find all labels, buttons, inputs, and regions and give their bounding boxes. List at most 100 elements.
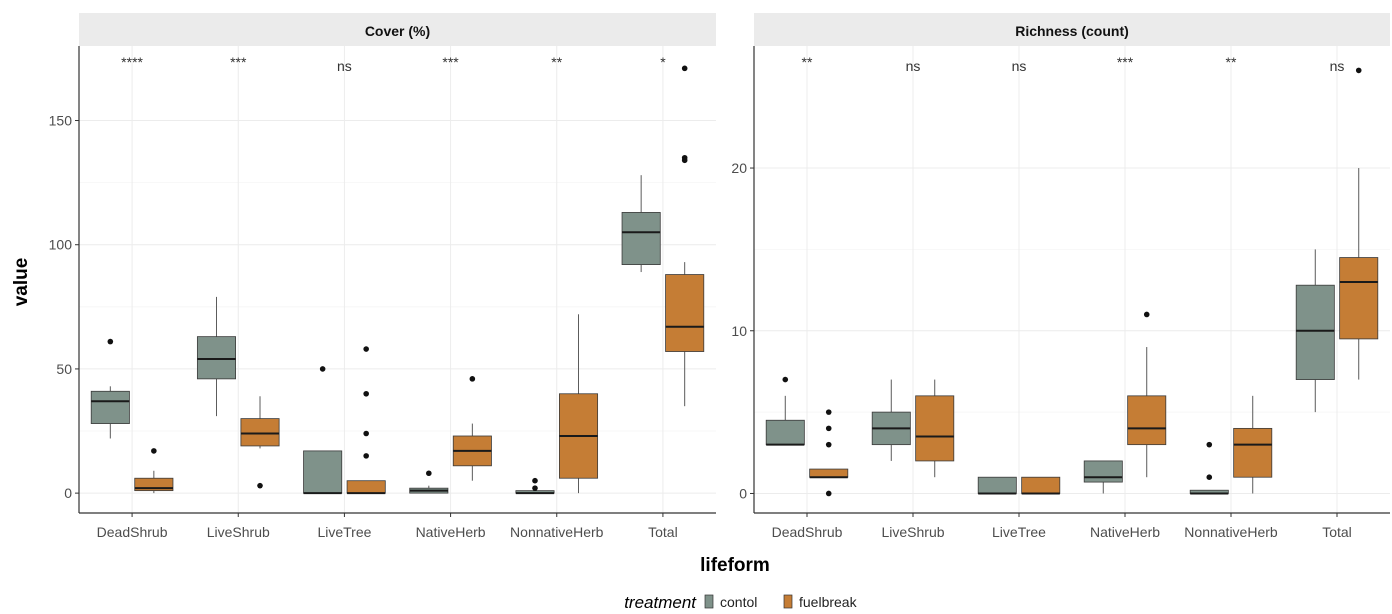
significance-label: **** bbox=[121, 54, 143, 70]
outlier-point bbox=[319, 366, 326, 372]
box-body bbox=[346, 480, 386, 494]
x-tick-label: NonnativeHerb bbox=[510, 524, 604, 540]
box-fuelbreak-LiveShrub bbox=[915, 379, 955, 478]
outlier-point bbox=[257, 482, 263, 489]
box-contol-NativeHerb bbox=[409, 470, 449, 494]
box-body bbox=[1295, 284, 1335, 380]
legend-label-contol: contol bbox=[720, 594, 757, 610]
significance-label: ** bbox=[1226, 54, 1237, 70]
legend: treatment contol fuelbreak bbox=[624, 593, 857, 612]
panel-strip bbox=[79, 13, 716, 46]
box-body bbox=[240, 418, 280, 447]
x-tick-label: NativeHerb bbox=[1090, 524, 1160, 540]
box-contol-DeadShrub bbox=[765, 376, 805, 446]
outlier-point bbox=[107, 338, 114, 345]
box-fuelbreak-Total bbox=[1339, 67, 1379, 380]
box-body bbox=[1233, 427, 1273, 478]
outlier-point bbox=[532, 477, 538, 484]
outlier-point bbox=[681, 157, 688, 164]
outlier-point bbox=[782, 376, 789, 383]
box-fuelbreak-DeadShrub bbox=[134, 448, 174, 494]
y-tick-label: 0 bbox=[739, 485, 747, 501]
box-body bbox=[765, 419, 805, 446]
panel-2: Richness (count) 0 10 20 DeadShrub LiveShrub L… bbox=[731, 13, 1390, 540]
significance-label: * bbox=[660, 54, 666, 70]
box-fuelbreak-NonnativeHerb bbox=[559, 314, 599, 494]
significance-label: ns bbox=[906, 58, 921, 74]
x-tick-label: LiveShrub bbox=[207, 524, 270, 540]
x-tick-label: NonnativeHerb bbox=[1184, 524, 1278, 540]
box-fuelbreak-LiveShrub bbox=[240, 396, 280, 489]
outlier-point bbox=[825, 490, 832, 497]
y-axis-title: value bbox=[11, 258, 32, 307]
x-tick-label: LiveTree bbox=[317, 524, 371, 540]
x-tick-label: DeadShrub bbox=[97, 524, 168, 540]
y-tick-label: 0 bbox=[64, 485, 72, 501]
box-body bbox=[90, 390, 130, 424]
significance-label: ns bbox=[1012, 58, 1027, 74]
box-body bbox=[665, 274, 705, 352]
box-contol-Total bbox=[621, 175, 661, 273]
significance-label: *** bbox=[230, 54, 247, 70]
x-tick-label: Total bbox=[648, 524, 678, 540]
significance-label: ns bbox=[1330, 58, 1345, 74]
panel-title: Cover (%) bbox=[365, 23, 430, 39]
outlier-point bbox=[1143, 311, 1150, 318]
significance-label: ** bbox=[551, 54, 562, 70]
outlier-point bbox=[1206, 474, 1213, 481]
box-contol-Total bbox=[1295, 249, 1335, 413]
outlier-point bbox=[1355, 67, 1362, 74]
y-tick-label: 20 bbox=[731, 160, 747, 176]
y-tick-label: 50 bbox=[56, 361, 72, 377]
box-fuelbreak-Total bbox=[665, 65, 705, 407]
box-fuelbreak-NonnativeHerb bbox=[1233, 395, 1273, 494]
box-contol-LiveShrub bbox=[196, 296, 236, 417]
box-body bbox=[809, 468, 849, 478]
box-body bbox=[915, 395, 955, 462]
box-contol-NativeHerb bbox=[1083, 460, 1123, 494]
outlier-point bbox=[825, 409, 832, 415]
outlier-point bbox=[825, 441, 832, 448]
outlier-point bbox=[469, 376, 476, 382]
panel-strip bbox=[754, 13, 1390, 46]
significance-label: ** bbox=[802, 54, 813, 70]
box-body bbox=[621, 212, 661, 265]
legend-key-contol bbox=[704, 594, 714, 609]
box-fuelbreak-LiveTree bbox=[346, 346, 386, 495]
outlier-point bbox=[151, 448, 157, 454]
x-axis-title: lifeform bbox=[700, 555, 770, 576]
box-contol-NonnativeHerb bbox=[515, 477, 555, 495]
y-tick-label: 100 bbox=[49, 237, 73, 253]
x-tick-label: Total bbox=[1322, 524, 1352, 540]
box-fuelbreak-DeadShrub bbox=[809, 409, 849, 497]
box-body bbox=[977, 476, 1017, 494]
outlier-point bbox=[681, 65, 688, 72]
legend-title: treatment bbox=[624, 593, 697, 612]
panel-1: Cover (%) 0 50 100 150 DeadShrub LiveShrub Live… bbox=[49, 13, 716, 540]
box-body bbox=[303, 450, 343, 494]
box-body bbox=[1339, 257, 1379, 340]
panel-title: Richness (count) bbox=[1015, 23, 1129, 39]
box-contol-NonnativeHerb bbox=[1189, 441, 1229, 495]
x-tick-label: LiveTree bbox=[992, 524, 1046, 540]
x-tick-label: LiveShrub bbox=[881, 524, 944, 540]
box-contol-DeadShrub bbox=[90, 338, 130, 439]
outlier-point bbox=[363, 430, 369, 437]
legend-key-fuelbreak bbox=[783, 594, 793, 609]
box-body bbox=[1127, 395, 1167, 446]
x-tick-label: NativeHerb bbox=[416, 524, 486, 540]
y-tick-label: 150 bbox=[49, 113, 73, 129]
box-contol-LiveTree bbox=[977, 476, 1017, 495]
y-tick-label: 10 bbox=[731, 323, 747, 339]
outlier-point bbox=[363, 346, 369, 352]
box-body bbox=[196, 336, 236, 380]
x-tick-label: DeadShrub bbox=[772, 524, 843, 540]
outlier-point bbox=[825, 425, 832, 432]
outlier-point bbox=[532, 485, 538, 491]
significance-label: ns bbox=[337, 58, 352, 74]
outlier-point bbox=[1206, 441, 1213, 448]
box-fuelbreak-LiveTree bbox=[1021, 476, 1061, 495]
legend-label-fuelbreak: fuelbreak bbox=[799, 594, 858, 610]
significance-label: *** bbox=[1117, 54, 1134, 70]
